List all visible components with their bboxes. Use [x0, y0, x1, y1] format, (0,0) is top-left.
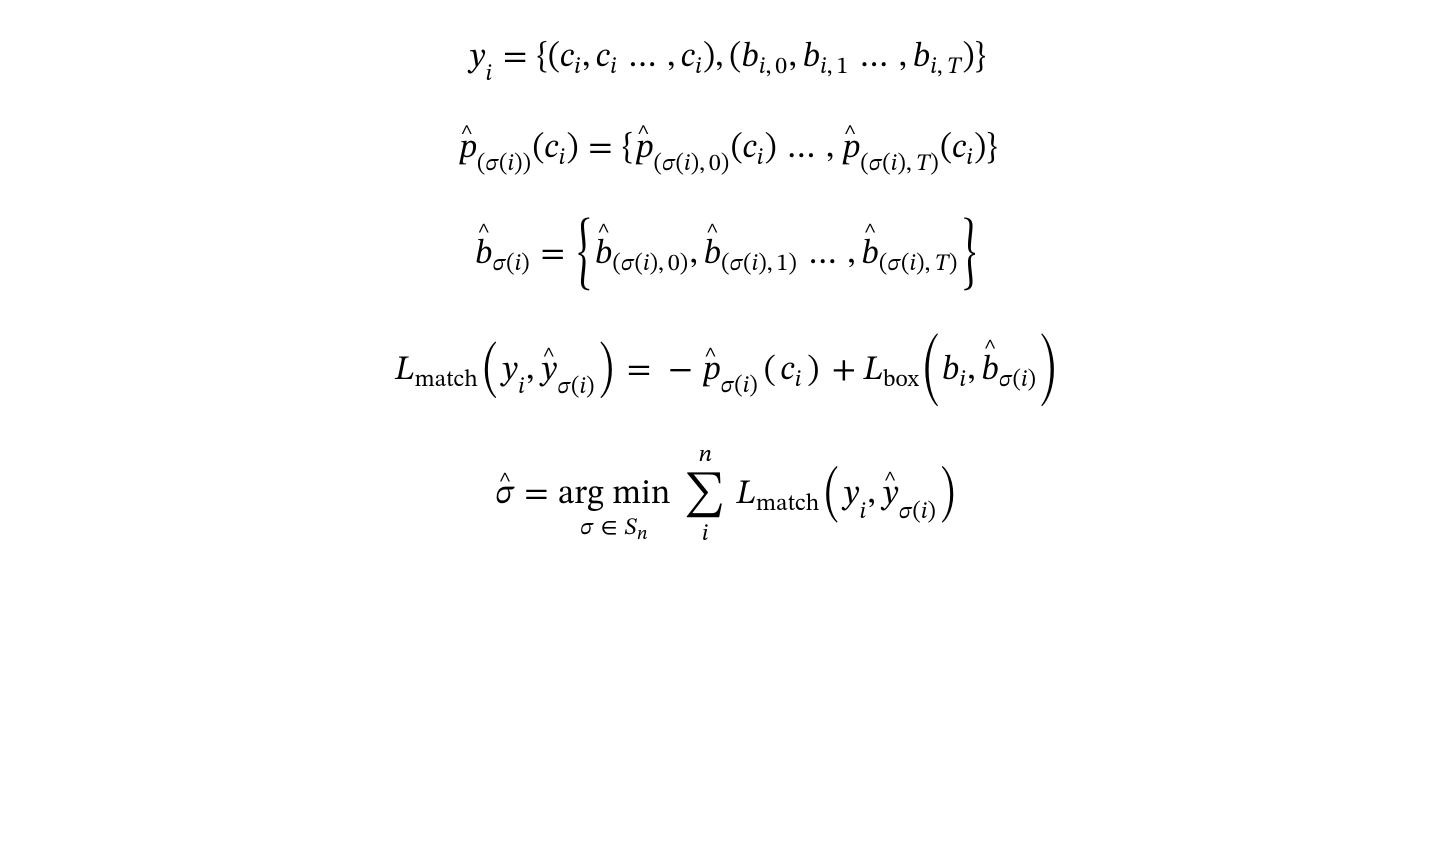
equation-lmatch: L match ( yi, y^ σ(i) ) = − p^ σ(i) (ci)…	[50, 333, 1404, 407]
equation-phat: p^ (σ(i)) (ci) = { p^ (σ(i),0) (ci) …, p…	[50, 122, 1404, 175]
equation-bhat: b^ σ(i) = { b^ (σ(i),0) , b^ (σ(i),1) …,…	[50, 217, 1404, 291]
equation-y: yi = { ( ci, ci…, ci ), ( bi,0, bi,1…, b…	[50, 40, 1404, 80]
equation-sigmahat: σ^ = argmin σ∈Sn ∑ i n L match ( yi, y^	[50, 449, 1404, 541]
